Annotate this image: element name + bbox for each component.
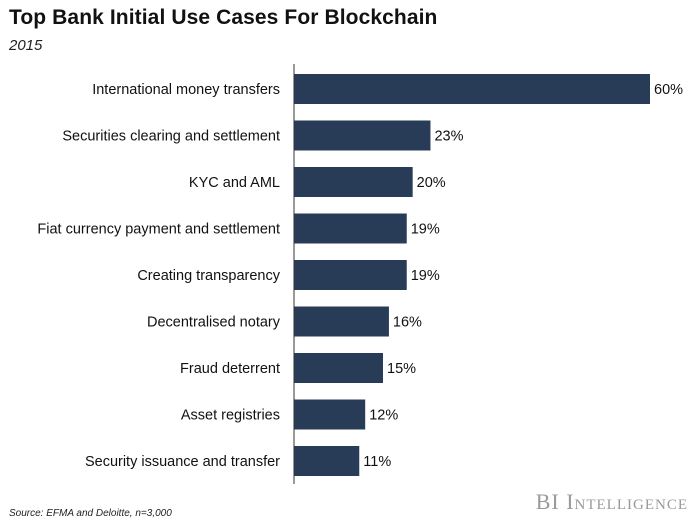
category-label: Decentralised notary: [147, 315, 281, 331]
category-label: Asset registries: [181, 408, 280, 424]
data-label: 19%: [411, 222, 440, 238]
brand-logo: BI Intelligence: [535, 489, 688, 514]
bar: [294, 167, 413, 197]
bar: [294, 74, 650, 104]
data-label: 12%: [369, 408, 398, 424]
category-label: Securities clearing and settlement: [62, 129, 280, 145]
bar: [294, 120, 431, 151]
data-label: 11%: [363, 454, 391, 470]
data-label: 16%: [393, 315, 422, 331]
chart-subtitle: 2015: [9, 37, 43, 54]
bar: [294, 399, 366, 430]
data-label: 20%: [417, 175, 446, 191]
source-note: Source: EFMA and Deloitte, n=3,000: [9, 508, 172, 519]
bar: [294, 353, 383, 383]
category-label: KYC and AML: [189, 175, 280, 191]
category-label: Fraud deterrent: [180, 361, 280, 377]
category-label: Fiat currency payment and settlement: [37, 222, 280, 238]
category-label: International money transfers: [92, 82, 280, 98]
bar: [294, 213, 407, 244]
data-label: 15%: [387, 361, 416, 377]
category-label: Security issuance and transfer: [85, 454, 280, 470]
chart-title: Top Bank Initial Use Cases For Blockchai…: [9, 6, 438, 29]
data-label: 19%: [411, 268, 440, 284]
data-label: 23%: [434, 129, 463, 145]
data-label: 60%: [654, 82, 683, 98]
bar: [294, 446, 360, 476]
bar: [294, 306, 389, 337]
bar: [294, 260, 407, 290]
category-label: Creating transparency: [137, 268, 280, 284]
